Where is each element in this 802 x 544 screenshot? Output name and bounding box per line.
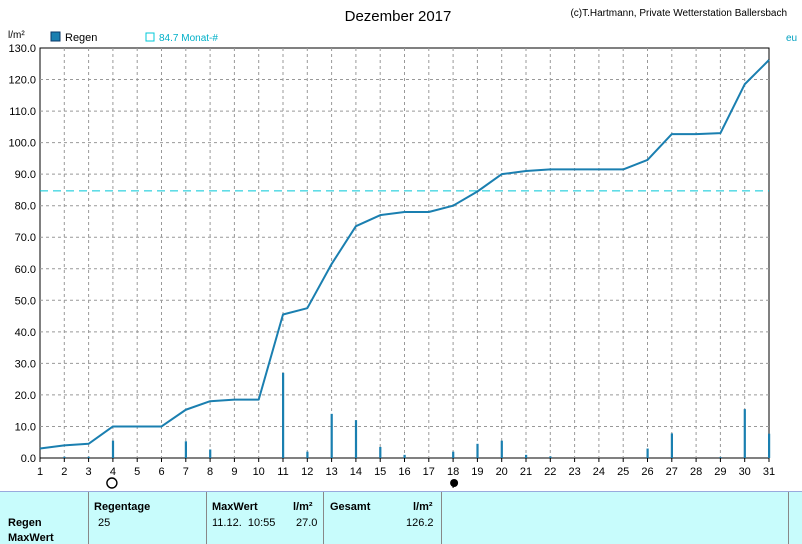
y-tick-label: 80.0 bbox=[15, 201, 36, 213]
y-tick-label: 130.0 bbox=[8, 43, 36, 55]
x-tick-label: 24 bbox=[593, 466, 605, 478]
x-tick-label: 22 bbox=[544, 466, 556, 478]
x-tick-label: 30 bbox=[739, 466, 751, 478]
y-tick-label: 120.0 bbox=[8, 75, 36, 87]
rain-bar bbox=[476, 443, 479, 458]
x-tick-label: 8 bbox=[207, 466, 213, 478]
rain-bar bbox=[452, 451, 455, 458]
full-moon-icon bbox=[450, 479, 459, 487]
y-tick-label: 40.0 bbox=[15, 327, 36, 339]
val-gesamt: 126.2 bbox=[406, 517, 434, 529]
y-tick-label: 10.0 bbox=[15, 421, 36, 433]
x-tick-label: 25 bbox=[617, 466, 629, 478]
rain-bar bbox=[63, 456, 66, 458]
summary-panel: Regen MaxWert Regentage 25 MaxWert l/m² … bbox=[0, 491, 802, 544]
x-tick-label: 28 bbox=[690, 466, 702, 478]
rain-bar bbox=[111, 440, 115, 458]
credit-text: (c)T.Hartmann, Private Wetterstation Bal… bbox=[570, 8, 787, 19]
y-tick-label: 70.0 bbox=[15, 232, 36, 244]
rain-bar bbox=[768, 433, 771, 458]
rain-bar bbox=[379, 446, 382, 458]
y-unit-label: l/m² bbox=[8, 30, 25, 41]
rain-bar bbox=[403, 454, 406, 458]
separator bbox=[88, 492, 89, 544]
x-tick-label: 17 bbox=[423, 466, 435, 478]
y-tick-label: 20.0 bbox=[15, 390, 36, 402]
x-tick-label: 13 bbox=[325, 466, 337, 478]
rain-bar bbox=[549, 456, 552, 458]
separator bbox=[206, 492, 207, 544]
cumulative-rain-line bbox=[39, 59, 770, 450]
rain-bar bbox=[354, 420, 358, 458]
x-tick-label: 6 bbox=[158, 466, 164, 478]
x-tick-label: 3 bbox=[86, 466, 92, 478]
legend-reference-swatch bbox=[145, 32, 155, 42]
val-regentage: 25 bbox=[98, 517, 111, 529]
x-tick-label: 9 bbox=[231, 466, 237, 478]
rain-bar bbox=[184, 441, 187, 458]
x-tick-label: 27 bbox=[666, 466, 678, 478]
x-tick-label: 26 bbox=[641, 466, 653, 478]
legend-regen-label: Regen bbox=[65, 32, 97, 44]
rain-bar bbox=[525, 454, 528, 458]
y-tick-label: 50.0 bbox=[15, 295, 36, 307]
x-tick-label: 12 bbox=[301, 466, 313, 478]
separator bbox=[323, 492, 324, 544]
legend-regen-swatch bbox=[50, 31, 61, 42]
edge-label: eu bbox=[786, 33, 797, 44]
rain-bar bbox=[719, 457, 722, 458]
col-regentage: Regentage bbox=[94, 501, 151, 513]
separator bbox=[788, 492, 789, 544]
x-tick-label: 21 bbox=[520, 466, 532, 478]
col-maxwert: MaxWert bbox=[212, 501, 258, 513]
x-tick-label: 2 bbox=[61, 466, 67, 478]
x-tick-label: 7 bbox=[183, 466, 189, 478]
x-tick-label: 23 bbox=[568, 466, 580, 478]
y-tick-label: 110.0 bbox=[9, 106, 36, 118]
x-tick-label: 31 bbox=[763, 466, 775, 478]
y-tick-label: 0.0 bbox=[21, 453, 36, 465]
rain-bar bbox=[500, 440, 503, 458]
separator bbox=[441, 492, 442, 544]
y-tick-label: 90.0 bbox=[15, 169, 36, 181]
x-tick-label: 10 bbox=[253, 466, 265, 478]
col-gesamt-unit: l/m² bbox=[413, 501, 433, 513]
row-label-maxwert: MaxWert bbox=[8, 532, 54, 544]
new-moon-icon bbox=[106, 477, 118, 489]
row-label-regen: Regen bbox=[8, 517, 42, 529]
rain-bar bbox=[670, 433, 673, 458]
x-tick-label: 20 bbox=[496, 466, 508, 478]
x-tick-label: 18 bbox=[447, 466, 459, 478]
y-tick-label: 30.0 bbox=[15, 358, 36, 370]
x-tick-label: 16 bbox=[398, 466, 410, 478]
chart-title: Dezember 2017 bbox=[345, 8, 452, 25]
rain-bar bbox=[87, 456, 90, 458]
x-tick-label: 11 bbox=[277, 466, 288, 478]
y-tick-label: 60.0 bbox=[15, 264, 36, 276]
col-maxwert-unit: l/m² bbox=[293, 501, 313, 513]
rain-bar bbox=[646, 448, 649, 458]
rain-bar bbox=[306, 451, 309, 458]
val-maxwert-date: 11.12. 10:55 bbox=[212, 517, 276, 529]
rain-chart: Dezember 2017 (c)T.Hartmann, Private Wet… bbox=[8, 8, 797, 489]
x-tick-label: 29 bbox=[714, 466, 726, 478]
x-tick-label: 14 bbox=[350, 466, 362, 478]
rain-bar bbox=[743, 409, 746, 458]
y-tick-label: 100.0 bbox=[8, 138, 36, 150]
legend-reference-label: 84.7 Monat-# bbox=[159, 33, 218, 44]
rain-bar bbox=[209, 449, 212, 458]
x-tick-label: 1 bbox=[37, 466, 43, 478]
x-tick-label: 5 bbox=[134, 466, 140, 478]
x-tick-label: 15 bbox=[374, 466, 386, 478]
val-maxwert: 27.0 bbox=[296, 517, 318, 529]
col-gesamt: Gesamt bbox=[330, 501, 371, 513]
rain-bar bbox=[282, 372, 285, 458]
rain-bar bbox=[330, 413, 333, 458]
x-tick-label: 19 bbox=[471, 466, 483, 478]
x-tick-label: 4 bbox=[110, 466, 116, 478]
